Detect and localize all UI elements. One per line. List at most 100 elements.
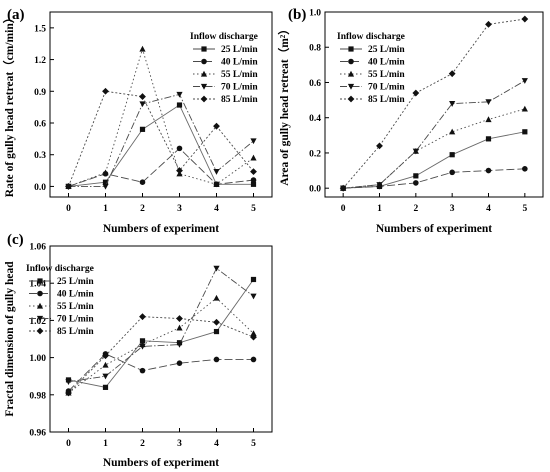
data-point bbox=[139, 367, 146, 374]
y-axis-title: Area of gully head retreat（m²） bbox=[277, 23, 291, 186]
legend-label: 70 L/min bbox=[221, 83, 258, 93]
x-tick-label: 4 bbox=[214, 204, 219, 214]
panel-label: (b) bbox=[288, 7, 306, 23]
data-point bbox=[485, 136, 492, 142]
y-tick-label: 0.3 bbox=[34, 151, 46, 161]
legend-marker bbox=[201, 46, 207, 52]
data-point bbox=[522, 166, 528, 172]
data-point bbox=[521, 78, 528, 84]
series-line bbox=[343, 80, 526, 189]
x-tick-label: 5 bbox=[251, 204, 256, 214]
plot-frame bbox=[49, 11, 273, 198]
x-tick-label: 2 bbox=[140, 439, 145, 449]
y-axis-title: Fractal dimension of gully head bbox=[4, 261, 16, 417]
data-point bbox=[65, 389, 72, 397]
x-axis-title: Numbers of experiment bbox=[103, 457, 219, 469]
series-line bbox=[68, 93, 254, 187]
data-point bbox=[250, 181, 257, 187]
legend: Inflow discharge 25 L/min 40 L/min 55 L/min… bbox=[337, 32, 405, 105]
series-line bbox=[342, 18, 525, 189]
legend-label: 40 L/min bbox=[221, 58, 258, 68]
data-point bbox=[102, 373, 109, 380]
series-line bbox=[343, 108, 525, 189]
data-point bbox=[102, 183, 109, 190]
y-tick-label: 1.04 bbox=[29, 280, 46, 290]
legend-marker bbox=[347, 83, 355, 90]
legend-label: 55 L/min bbox=[221, 70, 258, 80]
data-point bbox=[250, 138, 257, 145]
legend-marker bbox=[37, 290, 43, 297]
data-point bbox=[485, 99, 492, 106]
data-point bbox=[102, 169, 109, 176]
x-tick-label: 4 bbox=[214, 439, 219, 449]
data-point bbox=[176, 315, 183, 322]
data-point bbox=[139, 313, 146, 321]
legend: Inflow discharge 25 L/min 40 L/min 55 L/min… bbox=[190, 32, 258, 105]
panel-label: (a) bbox=[7, 7, 25, 23]
legend-title: Inflow discharge bbox=[337, 32, 405, 42]
series-line bbox=[68, 47, 254, 187]
x-tick-label: 5 bbox=[251, 439, 256, 449]
data-point bbox=[213, 294, 220, 301]
legend-marker bbox=[200, 83, 208, 90]
series-line bbox=[68, 267, 254, 383]
data-point bbox=[213, 265, 220, 272]
series-line bbox=[343, 168, 525, 189]
data-point bbox=[139, 343, 146, 350]
data-point bbox=[449, 128, 456, 135]
data-point bbox=[139, 93, 146, 100]
legend-label: 70 L/min bbox=[57, 315, 94, 325]
series-40-l-min bbox=[65, 351, 257, 394]
x-tick-label: 3 bbox=[450, 204, 455, 214]
y-axis-title: Rate of gully head retreat（cm/min） bbox=[2, 12, 16, 197]
y-tick-label: 0.8 bbox=[309, 44, 321, 54]
data-point bbox=[485, 167, 492, 174]
x-axis-title: Numbers of experiment bbox=[376, 223, 492, 235]
data-point bbox=[250, 177, 257, 183]
series-line bbox=[68, 90, 254, 187]
y-tick-label: 1.06 bbox=[29, 243, 46, 253]
legend-label: 85 L/min bbox=[221, 95, 258, 105]
data-point bbox=[102, 384, 109, 390]
series-line bbox=[68, 147, 254, 187]
panel-label: (c) bbox=[7, 232, 24, 248]
y-tick-label: 0.2 bbox=[309, 149, 321, 159]
data-point bbox=[176, 324, 183, 331]
legend-label: 40 L/min bbox=[57, 290, 94, 300]
x-tick-label: 1 bbox=[103, 204, 108, 214]
x-tick-label: 3 bbox=[177, 204, 182, 214]
x-tick-label: 2 bbox=[413, 204, 418, 214]
legend-label: 25 L/min bbox=[368, 45, 405, 55]
data-point bbox=[250, 330, 257, 337]
series-70-l-min bbox=[65, 265, 257, 385]
series-line bbox=[68, 279, 254, 388]
y-tick-label: 0.96 bbox=[29, 429, 46, 439]
legend-marker bbox=[36, 315, 44, 322]
data-point bbox=[213, 169, 220, 175]
legend-label: 55 L/min bbox=[368, 70, 405, 80]
legend-marker bbox=[347, 95, 355, 103]
x-tick-label: 2 bbox=[140, 204, 145, 214]
x-tick-label: 0 bbox=[66, 204, 71, 214]
data-point bbox=[250, 276, 257, 283]
data-point bbox=[213, 328, 220, 335]
series-25-l-min bbox=[340, 129, 528, 191]
data-point bbox=[176, 360, 183, 366]
legend-title: Inflow discharge bbox=[26, 264, 94, 274]
legend-marker bbox=[37, 278, 43, 284]
legend-marker bbox=[201, 58, 207, 65]
x-tick-label: 3 bbox=[177, 439, 182, 449]
series-line bbox=[68, 297, 254, 394]
data-point bbox=[213, 181, 220, 187]
y-tick-label: 0.6 bbox=[34, 120, 46, 130]
series-85-l-min bbox=[65, 313, 257, 397]
x-tick-label: 0 bbox=[66, 439, 71, 449]
legend-marker bbox=[200, 95, 208, 103]
legend-label: 85 L/min bbox=[368, 95, 405, 105]
data-point bbox=[250, 356, 257, 363]
data-point bbox=[102, 87, 109, 95]
data-point bbox=[339, 184, 347, 192]
data-point bbox=[213, 318, 220, 326]
x-axis-title: Numbers of experiment bbox=[103, 223, 219, 235]
data-point bbox=[250, 168, 257, 176]
